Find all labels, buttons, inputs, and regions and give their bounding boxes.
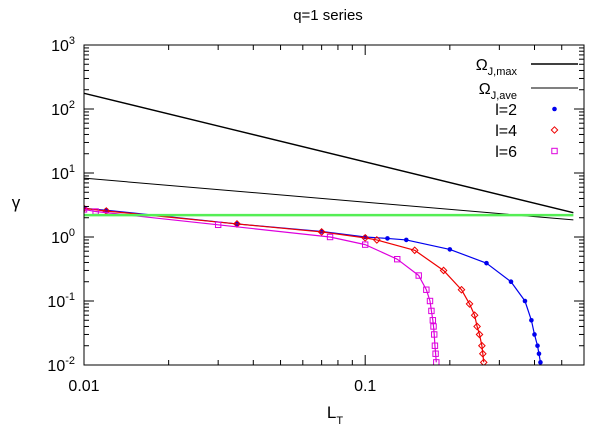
legend-label-main: Ω <box>479 81 491 98</box>
data-point-diamond <box>84 204 88 213</box>
y-tick-exponent: -1 <box>65 291 75 303</box>
series-l6 <box>84 206 440 365</box>
data-point-square <box>433 359 440 365</box>
data-point-diamond <box>361 233 370 242</box>
legend-label-sub: J,max <box>488 66 518 78</box>
series-line-omega_ave <box>84 177 574 221</box>
data-point-diamond <box>478 349 487 358</box>
y-tick-exponent: 2 <box>69 99 75 111</box>
legend-label-main: Ω <box>476 57 488 74</box>
y-tick-exponent: 0 <box>69 227 75 239</box>
data-point-dot <box>552 106 557 112</box>
data-point-square <box>426 297 434 305</box>
legend-item-l4: l=4 <box>495 123 559 140</box>
y-tick-base: 10 <box>51 38 69 55</box>
legend-label: l=2 <box>495 102 517 119</box>
data-point-dot <box>538 360 543 365</box>
series-line-omega_max <box>84 92 574 214</box>
data-point-dot <box>532 332 537 337</box>
data-point-diamond <box>317 228 326 236</box>
y-tick-exponent: 1 <box>69 163 75 175</box>
y-tick-label: 102 <box>51 99 75 119</box>
legend-item-l6: l=6 <box>495 144 558 161</box>
y-tick-base: 10 <box>47 294 65 311</box>
data-point-diamond <box>475 330 484 339</box>
data-point-diamond <box>372 236 381 244</box>
legend-label: l=6 <box>495 144 517 161</box>
x-tick-label: 0.1 <box>354 378 376 395</box>
data-point-diamond <box>477 341 486 350</box>
data-point-square <box>394 255 401 263</box>
data-point-dot <box>484 260 489 266</box>
data-point-dot <box>529 317 534 323</box>
data-point-diamond <box>550 126 559 134</box>
y-tick-base: 10 <box>51 102 69 119</box>
data-point-square <box>429 317 437 324</box>
data-point-diamond <box>439 266 448 275</box>
data-point-diamond <box>470 311 479 320</box>
data-point-square <box>428 307 435 315</box>
y-tick-exponent: 3 <box>69 35 75 47</box>
data-point-diamond <box>457 285 466 294</box>
data-point-square <box>361 241 369 248</box>
data-point-diamond <box>465 300 474 308</box>
data-point-square <box>430 323 437 330</box>
series-l4 <box>84 204 488 365</box>
x-tick-label: 0.01 <box>68 378 99 395</box>
series-omega_ave <box>84 177 574 221</box>
data-point-square <box>415 272 422 279</box>
legend-item-l2: l=2 <box>495 102 557 119</box>
y-tick-label: 101 <box>51 163 75 183</box>
y-tick-exponent: -2 <box>65 355 75 367</box>
legend-label-sub: J,ave <box>491 90 517 102</box>
data-point-dot <box>403 237 409 243</box>
legend-item-omega_max: ΩJ,max <box>476 57 578 78</box>
legend-label: ΩJ,ave <box>479 81 517 102</box>
y-tick-label: 103 <box>51 35 75 55</box>
y-tick-base: 10 <box>51 230 69 247</box>
data-point-diamond <box>410 246 419 255</box>
legend-label: l=4 <box>495 123 517 140</box>
data-point-diamond <box>479 358 488 365</box>
data-point-square <box>214 221 222 229</box>
series-omega_max <box>84 92 574 214</box>
legend-label: ΩJ,max <box>476 57 518 78</box>
data-point-square <box>551 147 558 155</box>
data-point-dot <box>535 343 540 349</box>
data-point-square <box>431 331 438 338</box>
chart-title: q=1 series <box>293 7 363 24</box>
y-tick-label: 10-2 <box>47 355 75 375</box>
data-point-dot <box>385 236 390 241</box>
x-axis-label: LT <box>327 403 343 427</box>
y-tick-label: 100 <box>51 227 75 247</box>
x-axis-label-main: L <box>327 403 336 422</box>
y-tick-label: 10-1 <box>47 291 75 311</box>
plot-frame <box>83 44 585 366</box>
series-line-l6 <box>84 208 437 363</box>
legend-item-omega_ave: ΩJ,ave <box>479 81 578 102</box>
data-point-dot <box>508 279 514 285</box>
y-axis-label: γ <box>12 193 21 212</box>
series-l2 <box>84 206 543 365</box>
data-point-dot <box>447 247 453 252</box>
data-point-square <box>431 342 439 349</box>
x-axis-label-sub: T <box>336 415 343 427</box>
data-point-square <box>423 286 430 293</box>
x-axis: 0.01 0.1 <box>68 45 563 395</box>
data-point-square <box>326 233 334 241</box>
series-line-l4 <box>84 207 485 363</box>
y-tick-base: 10 <box>51 166 69 183</box>
data-point-dot <box>536 351 542 357</box>
data-point-dot <box>522 298 528 304</box>
data-point-square <box>432 350 439 357</box>
y-tick-base: 10 <box>47 358 65 375</box>
data-point-diamond <box>473 322 481 331</box>
